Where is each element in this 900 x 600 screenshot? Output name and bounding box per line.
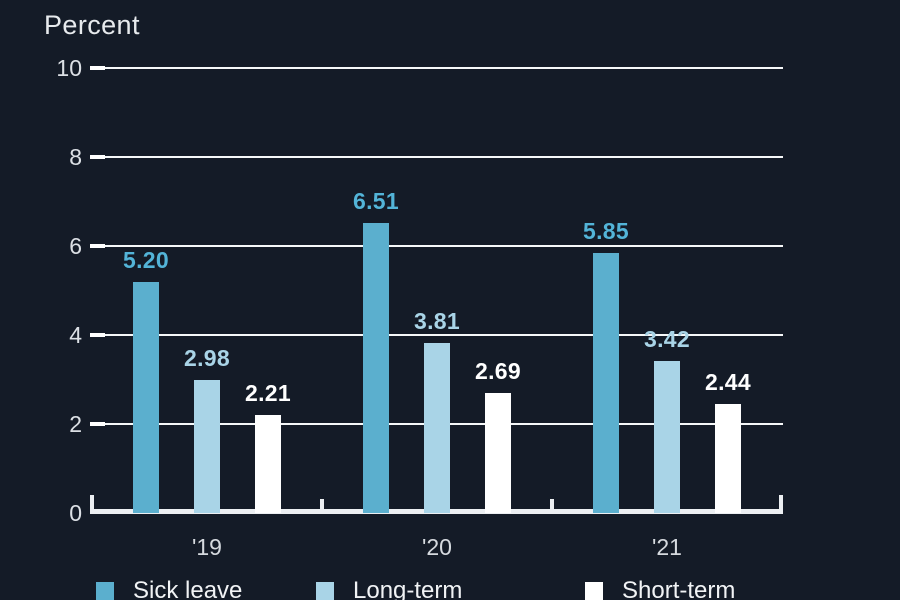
y-axis-tick-label: 8 <box>69 144 82 170</box>
x-axis-separator-tick <box>320 499 324 509</box>
y-axis-tick <box>90 244 105 248</box>
x-axis-end-tick <box>779 495 783 509</box>
legend-label: Sick leave <box>133 577 243 600</box>
bar-short-term--19 <box>255 415 281 513</box>
y-axis-tick <box>90 155 105 159</box>
legend-label: Long-term <box>353 577 463 600</box>
bar-sick-leave--20 <box>363 223 389 513</box>
bar-value-label: 2.21 <box>245 380 291 406</box>
bar-value-label: 2.44 <box>705 369 751 395</box>
gridline-6 <box>90 244 783 248</box>
bar-long-term--19 <box>194 380 220 513</box>
x-axis-label--21: '21 <box>652 534 682 560</box>
x-axis-label--20: '20 <box>422 534 452 560</box>
y-axis-tick-label: 0 <box>69 500 82 526</box>
bar-short-term--21 <box>715 404 741 513</box>
bar-value-label: 5.20 <box>123 247 169 273</box>
y-axis-tick <box>90 66 105 70</box>
gridline-8 <box>90 155 783 159</box>
bar-value-label: 5.85 <box>583 218 629 244</box>
y-axis-tick-label: 10 <box>56 55 82 81</box>
legend-item-sick-leave: Sick leave <box>96 576 242 600</box>
x-axis-separator-tick <box>550 499 554 509</box>
gridline-4 <box>90 333 783 337</box>
bar-long-term--20 <box>424 343 450 513</box>
y-axis-tick <box>90 333 105 337</box>
y-axis-tick-label: 6 <box>69 233 82 259</box>
legend: Sick leave Long-term Short-term <box>0 576 900 600</box>
bar-short-term--20 <box>485 393 511 513</box>
x-axis-end-tick <box>90 495 94 509</box>
legend-swatch-long-term <box>316 582 334 600</box>
bar-sick-leave--19 <box>133 282 159 513</box>
chart-title: Percent <box>44 10 140 40</box>
y-axis-tick-label: 2 <box>69 411 82 437</box>
legend-swatch-short-term <box>585 582 603 600</box>
legend-item-short-term: Short-term <box>585 576 735 600</box>
legend-item-long-term: Long-term <box>316 576 462 600</box>
legend-swatch-sick-leave <box>96 582 114 600</box>
bar-value-label: 2.98 <box>184 345 230 371</box>
x-axis-label--19: '19 <box>192 534 222 560</box>
gridline-10 <box>90 66 783 70</box>
bar-long-term--21 <box>654 361 680 513</box>
y-axis-tick-label: 4 <box>69 322 82 348</box>
bar-value-label: 3.81 <box>414 308 460 334</box>
legend-label: Short-term <box>622 577 736 600</box>
bar-value-label: 2.69 <box>475 358 521 384</box>
bar-value-label: 3.42 <box>644 326 690 352</box>
y-axis-tick <box>90 422 105 426</box>
bar-value-label: 6.51 <box>353 188 399 214</box>
bar-sick-leave--21 <box>593 253 619 513</box>
